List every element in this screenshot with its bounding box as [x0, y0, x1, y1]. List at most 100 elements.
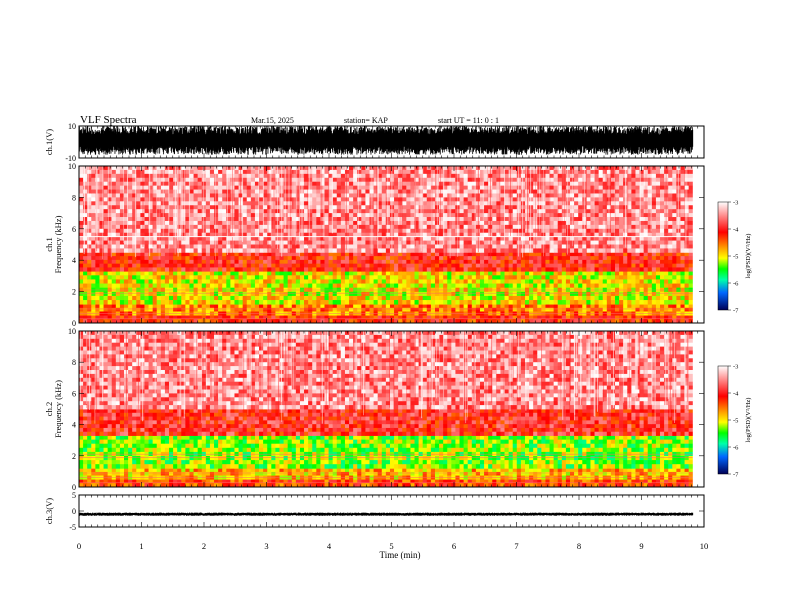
psd-cell — [492, 193, 497, 198]
psd-cell — [615, 315, 620, 320]
psd-cell — [680, 267, 685, 272]
psd-cell — [385, 304, 391, 309]
psd-cell — [169, 189, 174, 194]
psd-cell — [451, 201, 456, 206]
psd-cell — [83, 244, 88, 249]
psd-cell — [598, 319, 604, 324]
psd-cell — [250, 228, 256, 234]
psd-cell — [361, 244, 366, 249]
psd-cell — [496, 177, 501, 183]
psd-cell — [664, 256, 669, 261]
psd-cell — [283, 205, 289, 210]
psd-cell — [119, 259, 125, 265]
psd-cell — [164, 224, 170, 230]
psd-cell — [193, 197, 199, 202]
psd-cell — [254, 267, 260, 272]
psd-cell — [177, 224, 182, 230]
psd-cell — [144, 166, 149, 171]
psd-cell — [316, 236, 321, 241]
psd-cell — [119, 295, 125, 301]
psd-cell — [107, 185, 113, 190]
psd-cell — [488, 193, 493, 198]
psd-cell — [344, 259, 350, 265]
psd-cell — [602, 319, 608, 324]
psd-cell — [610, 267, 616, 272]
psd-cell — [639, 315, 645, 320]
psd-cell — [128, 236, 133, 241]
psd-cell — [414, 236, 420, 241]
psd-cell — [83, 275, 88, 280]
psd-cell — [95, 304, 100, 309]
psd-cell — [488, 185, 493, 190]
psd-cell — [434, 304, 440, 309]
psd-cell — [336, 209, 342, 214]
psd-cell — [238, 201, 244, 206]
psd-cell — [541, 256, 546, 261]
psd-cell — [99, 263, 104, 268]
psd-cell — [181, 252, 186, 257]
psd-cell — [684, 271, 690, 276]
psd-cell — [394, 236, 399, 241]
psd-cell — [164, 283, 170, 289]
psd-cell — [524, 252, 530, 257]
psd-cell — [676, 315, 681, 320]
psd-cell — [259, 283, 264, 289]
psd-cell — [500, 307, 505, 312]
psd-cell — [304, 224, 309, 230]
psd-cell — [304, 248, 309, 253]
psd-cell — [295, 185, 301, 190]
psd-cell — [606, 267, 612, 272]
psd-cell — [267, 275, 272, 280]
psd-cell — [119, 267, 125, 272]
psd-cell — [455, 263, 460, 268]
psd-cell — [205, 224, 211, 230]
psd-cell — [222, 291, 227, 297]
psd-cell — [164, 228, 170, 234]
psd-cell — [214, 279, 219, 284]
psd-cell — [459, 228, 465, 234]
psd-cell — [349, 300, 354, 305]
psd-cell — [451, 209, 456, 214]
psd-cell — [336, 252, 342, 257]
psd-cell — [504, 263, 510, 268]
psd-cell — [492, 173, 497, 179]
psd-cell — [365, 304, 370, 309]
psd-cell — [132, 209, 137, 214]
psd-cell — [365, 173, 370, 179]
psd-cell — [99, 166, 104, 171]
psd-cell — [402, 217, 407, 222]
psd-cell — [136, 300, 141, 305]
psd-cell — [349, 279, 354, 284]
psd-cell — [496, 166, 501, 171]
psd-cell — [299, 300, 305, 305]
psd-cell — [209, 224, 215, 230]
psd-cell — [152, 275, 158, 280]
psd-cell — [439, 177, 444, 183]
psd-cell — [430, 213, 436, 218]
psd-cell — [91, 248, 96, 253]
psd-cell — [406, 279, 411, 284]
psd-cell — [152, 173, 158, 179]
psd-cell — [124, 248, 129, 253]
psd-cell — [283, 169, 289, 175]
psd-cell — [320, 291, 325, 297]
psd-cell — [439, 259, 444, 265]
psd-cell — [463, 256, 469, 261]
psd-cell — [369, 248, 374, 253]
psd-cell — [639, 256, 645, 261]
psd-cell — [676, 263, 681, 268]
psd-cell — [332, 166, 338, 171]
psd-cell — [128, 244, 133, 249]
psd-cell — [594, 259, 600, 265]
psd-cell — [578, 315, 583, 320]
psd-cell — [688, 291, 694, 297]
psd-cell — [647, 271, 653, 276]
psd-cell — [475, 295, 481, 301]
psd-cell — [279, 295, 284, 301]
psd-cell — [132, 248, 137, 253]
psd-cell — [430, 232, 436, 238]
psd-cell — [128, 271, 133, 276]
psd-cell — [434, 307, 440, 312]
psd-cell — [140, 181, 145, 187]
psd-cell — [467, 315, 473, 320]
